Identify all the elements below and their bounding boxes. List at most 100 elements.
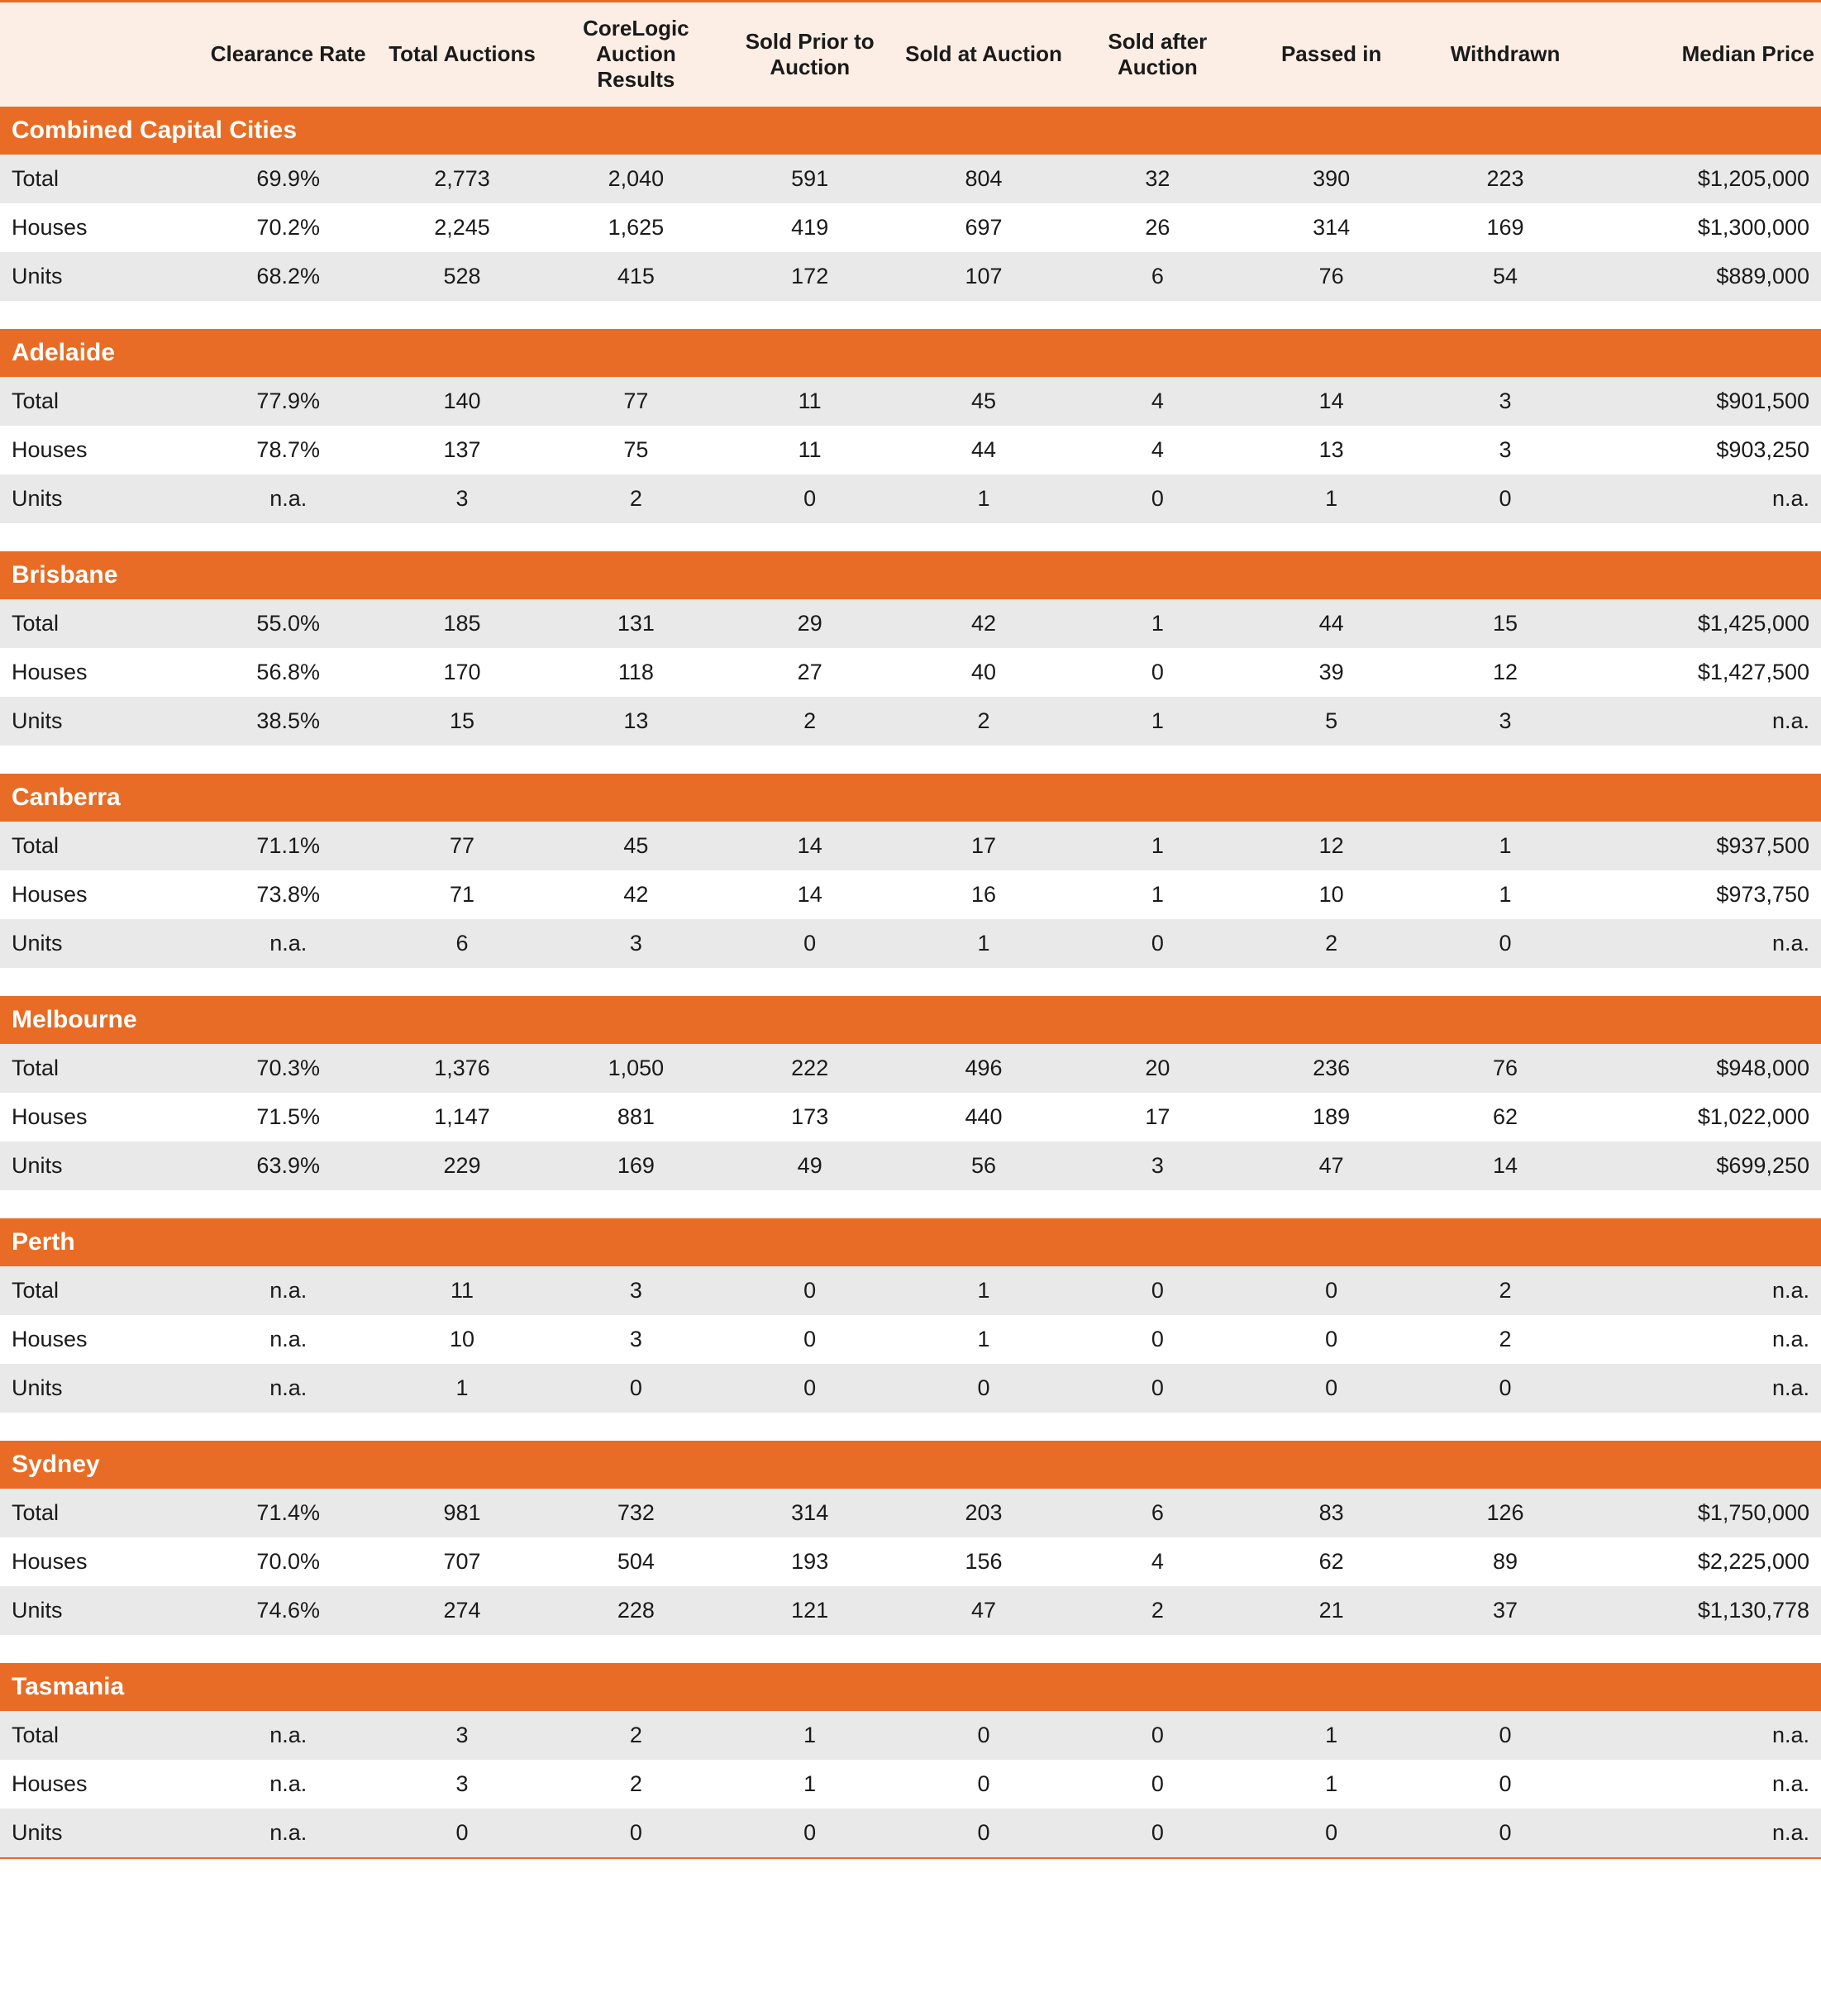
table-cell: 203: [897, 1489, 1070, 1537]
table-cell: Units: [0, 919, 202, 968]
table-cell: 4: [1070, 1537, 1244, 1586]
table-cell: 274: [375, 1586, 549, 1635]
table-cell: 2: [549, 1711, 722, 1760]
column-header-median-price: Median Price: [1592, 2, 1821, 107]
table-cell: 14: [723, 870, 897, 919]
table-cell: 47: [1245, 1141, 1418, 1190]
table-cell: Houses: [0, 1760, 202, 1809]
table-cell: 1: [723, 1711, 897, 1760]
table-cell: 76: [1418, 1044, 1592, 1093]
table-cell: n.a.: [1592, 1266, 1821, 1315]
table-cell: 118: [549, 648, 722, 697]
table-cell: 2: [549, 1760, 722, 1809]
table-row: Total71.4%981732314203683126$1,750,000: [0, 1489, 1821, 1537]
table-cell: 0: [1418, 1809, 1592, 1857]
table-cell: 15: [375, 697, 549, 746]
table-cell: 169: [549, 1141, 722, 1190]
table-cell: 77: [549, 377, 722, 426]
table-cell: 0: [723, 1364, 897, 1413]
table-cell: 20: [1070, 1044, 1244, 1093]
table-cell: Total: [0, 599, 202, 648]
table-cell: 70.0%: [202, 1537, 375, 1586]
section-title: Canberra: [0, 774, 1821, 822]
table-body: Combined Capital CitiesTotal69.9%2,7732,…: [0, 107, 1821, 1857]
table-cell: 0: [1070, 648, 1244, 697]
table-cell: Units: [0, 252, 202, 301]
table-cell: 236: [1245, 1044, 1418, 1093]
table-cell: Units: [0, 1141, 202, 1190]
table-cell: 0: [1070, 1364, 1244, 1413]
table-cell: 10: [1245, 870, 1418, 919]
table-cell: 1: [723, 1760, 897, 1809]
table-cell: 0: [723, 919, 897, 968]
table-cell: Units: [0, 1364, 202, 1413]
column-header-withdrawn: Withdrawn: [1418, 2, 1592, 107]
table-cell: 0: [1418, 919, 1592, 968]
table-cell: Total: [0, 1711, 202, 1760]
table-cell: 45: [549, 822, 722, 870]
table-cell: 44: [1245, 599, 1418, 648]
table-cell: 0: [1418, 474, 1592, 523]
table-cell: 0: [1070, 1266, 1244, 1315]
table-cell: 11: [723, 426, 897, 474]
table-row: Houses56.8%170118274003912$1,427,500: [0, 648, 1821, 697]
column-header-sold-after: Sold after Auction: [1070, 2, 1244, 107]
table-cell: 21: [1245, 1586, 1418, 1635]
table-cell: 26: [1070, 203, 1244, 252]
table-cell: 63.9%: [202, 1141, 375, 1190]
table-cell: 228: [549, 1586, 722, 1635]
table-cell: n.a.: [1592, 697, 1821, 746]
table-cell: $1,130,778: [1592, 1586, 1821, 1635]
table-cell: 2: [897, 697, 1070, 746]
table-cell: 3: [375, 1760, 549, 1809]
table-cell: 189: [1245, 1093, 1418, 1141]
table-cell: 0: [1418, 1364, 1592, 1413]
table-cell: $889,000: [1592, 252, 1821, 301]
section-spacer: [0, 1413, 1821, 1441]
table-cell: Total: [0, 377, 202, 426]
table-cell: 0: [723, 1266, 897, 1315]
table-cell: 0: [1418, 1711, 1592, 1760]
section-header-row: Sydney: [0, 1441, 1821, 1489]
table-cell: 1: [1070, 822, 1244, 870]
table-cell: 74.6%: [202, 1586, 375, 1635]
table-cell: 39: [1245, 648, 1418, 697]
table-cell: 0: [1070, 1315, 1244, 1364]
section-spacer: [0, 1190, 1821, 1218]
section-title: Combined Capital Cities: [0, 107, 1821, 155]
table-cell: n.a.: [1592, 474, 1821, 523]
table-cell: 137: [375, 426, 549, 474]
table-cell: 62: [1418, 1093, 1592, 1141]
table-row: Units68.2%52841517210767654$889,000: [0, 252, 1821, 301]
table-cell: 1: [1070, 599, 1244, 648]
table-cell: 0: [1070, 1760, 1244, 1809]
table-cell: n.a.: [202, 919, 375, 968]
table-cell: 3: [375, 1711, 549, 1760]
column-header-clearance-rate: Clearance Rate: [202, 2, 375, 107]
table-row: Total70.3%1,3761,0502224962023676$948,00…: [0, 1044, 1821, 1093]
table-cell: $1,022,000: [1592, 1093, 1821, 1141]
section-header-row: Canberra: [0, 774, 1821, 822]
table-cell: 2: [549, 474, 722, 523]
table-cell: n.a.: [202, 1711, 375, 1760]
table-cell: 804: [897, 155, 1070, 203]
table-row: Unitsn.a.0000000n.a.: [0, 1809, 1821, 1857]
table-cell: 707: [375, 1537, 549, 1586]
table-cell: $2,225,000: [1592, 1537, 1821, 1586]
table-cell: 56.8%: [202, 648, 375, 697]
table-row: Houses70.0%70750419315646289$2,225,000: [0, 1537, 1821, 1586]
table-cell: $901,500: [1592, 377, 1821, 426]
table-cell: $948,000: [1592, 1044, 1821, 1093]
table-cell: 131: [549, 599, 722, 648]
table-cell: 0: [897, 1760, 1070, 1809]
section-spacer: [0, 301, 1821, 329]
section-title: Tasmania: [0, 1663, 1821, 1711]
table-cell: 12: [1245, 822, 1418, 870]
table-cell: $1,750,000: [1592, 1489, 1821, 1537]
table-cell: Total: [0, 1266, 202, 1315]
table-cell: 0: [1070, 474, 1244, 523]
table-cell: 6: [1070, 252, 1244, 301]
table-cell: 55.0%: [202, 599, 375, 648]
table-cell: 42: [897, 599, 1070, 648]
table-cell: Units: [0, 697, 202, 746]
